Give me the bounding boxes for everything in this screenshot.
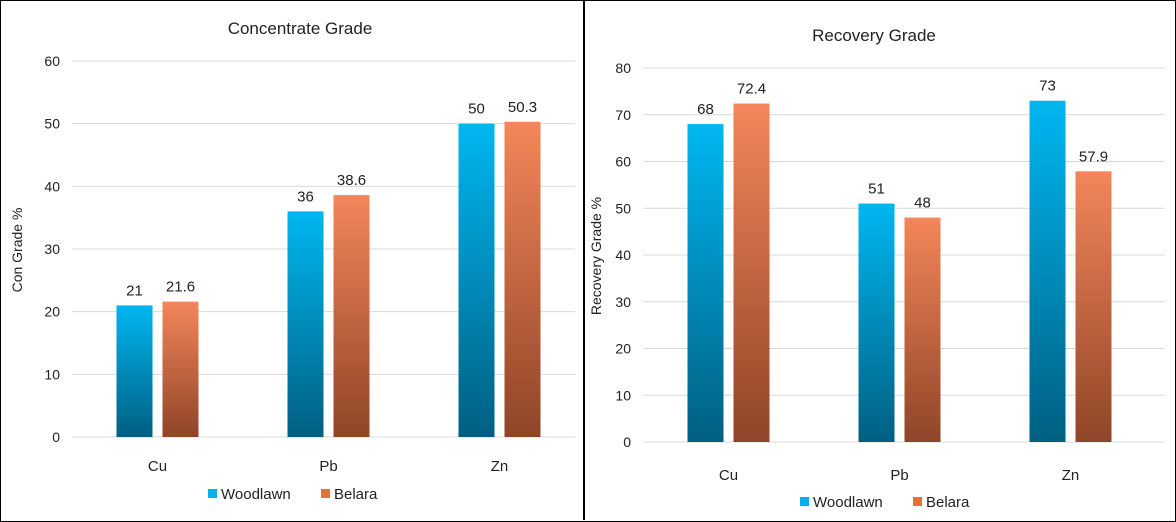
data-label: 72.4 [737, 81, 766, 98]
bar-belara-zn [1075, 171, 1112, 442]
bar-belara-cu [162, 301, 199, 437]
bar-belara-zn [504, 121, 541, 437]
y-tick-label: 40 [615, 247, 631, 263]
data-label: 38.6 [337, 172, 366, 189]
legend: Woodlawn Belara [208, 486, 378, 503]
y-tick-label: 50 [44, 116, 60, 132]
data-label: 21 [126, 282, 143, 299]
y-tick-label: 80 [615, 60, 631, 76]
legend: Woodlawn Belara [800, 494, 970, 511]
x-tick-label: Pb [890, 467, 908, 484]
y-tick-label: 10 [615, 387, 631, 403]
legend-label-belara: Belara [334, 486, 378, 503]
bar-woodlawn-cu [687, 124, 724, 442]
legend-label-woodlawn: Woodlawn [813, 494, 883, 511]
bar-woodlawn-pb [858, 203, 895, 442]
x-tick-label: Cu [148, 458, 167, 475]
bar-belara-pb [904, 217, 941, 442]
data-label: 48 [914, 195, 931, 212]
plot-area: 0 10 20 30 40 50 60 70 80 68 72.4 Cu 51 48 Pb 73 57.9 Zn [615, 60, 1165, 484]
x-tick-label: Zn [491, 458, 509, 475]
plot-area: 0 10 20 30 40 50 60 21 21.6 Cu 36 38.6 Pb 50 50.3 Zn [44, 53, 575, 475]
y-tick-label: 40 [44, 178, 60, 194]
bar-belara-pb [333, 195, 370, 437]
y-tick-label: 20 [44, 304, 60, 320]
data-label: 21.6 [166, 279, 195, 296]
bar-woodlawn-cu [116, 305, 153, 437]
legend-label-belara: Belara [926, 494, 970, 511]
legend-swatch-belara [321, 489, 330, 498]
data-label: 73 [1039, 78, 1056, 95]
y-tick-label: 30 [615, 294, 631, 310]
y-axis-title: Con Grade % [9, 208, 25, 293]
data-label: 50 [468, 101, 485, 118]
y-tick-label: 70 [615, 107, 631, 123]
bar-woodlawn-zn [1029, 100, 1066, 442]
panel-divider [583, 0, 585, 520]
y-axis-title: Recovery Grade % [588, 197, 604, 315]
bar-woodlawn-zn [458, 123, 495, 438]
chart-title: Concentrate Grade [228, 19, 373, 38]
y-tick-label: 0 [52, 429, 60, 445]
x-tick-label: Zn [1062, 467, 1080, 484]
data-label: 57.9 [1079, 148, 1108, 165]
legend-swatch-woodlawn [800, 497, 809, 506]
y-tick-label: 20 [615, 341, 631, 357]
legend-swatch-woodlawn [208, 489, 217, 498]
y-tick-label: 30 [44, 241, 60, 257]
concentrate-grade-chart: Concentrate Grade Con Grade % 0 10 20 30 40 5… [9, 19, 575, 503]
data-label: 50.3 [508, 99, 537, 116]
legend-label-woodlawn: Woodlawn [221, 486, 291, 503]
bar-belara-cu [733, 103, 770, 442]
legend-swatch-belara [913, 497, 922, 506]
recovery-grade-chart: Recovery Grade Recovery Grade % 0 10 20 30 4… [588, 26, 1165, 511]
y-tick-label: 60 [44, 53, 60, 69]
y-tick-label: 0 [623, 434, 631, 450]
chart-title: Recovery Grade [812, 26, 936, 45]
data-label: 36 [297, 188, 314, 205]
data-label: 68 [697, 101, 714, 118]
y-tick-label: 50 [615, 200, 631, 216]
x-tick-label: Cu [719, 467, 738, 484]
data-label: 51 [868, 181, 885, 198]
y-tick-label: 10 [44, 366, 60, 382]
x-tick-label: Pb [319, 458, 337, 475]
bar-woodlawn-pb [287, 211, 324, 437]
y-tick-label: 60 [615, 154, 631, 170]
